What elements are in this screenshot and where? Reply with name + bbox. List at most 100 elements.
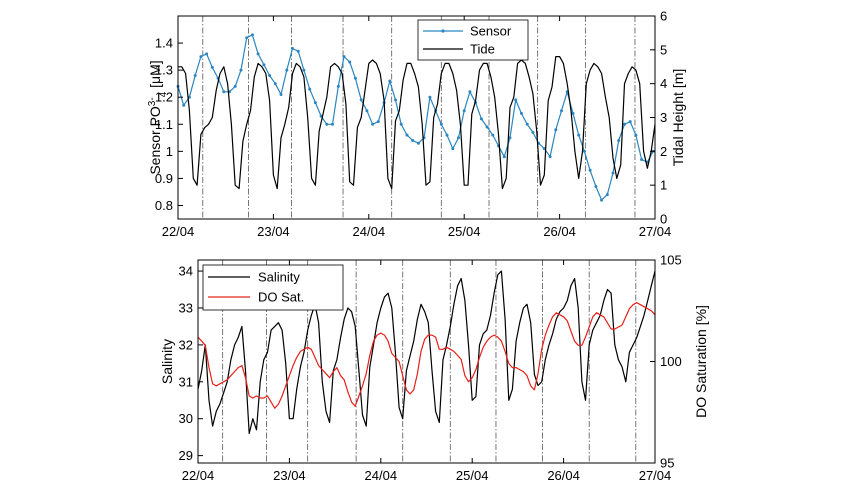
top-series-sensor-point: [291, 47, 294, 50]
bottom-panel: 22/04 23/04 24/04 25/04 26/04 27/04 29 30 31 32 33…: [159, 253, 709, 484]
bottom-left-y-tick-label: 34: [179, 264, 193, 279]
top-panel: 22/04 23/04 24/04 25/04 26/04 27/04 0.8 0.9 1 1.1…: [147, 9, 687, 240]
top-series-sensor-point: [554, 128, 558, 132]
legend-tide-label: Tide: [470, 42, 495, 57]
top-right-axis-label: Tidal Height [m]: [670, 69, 686, 167]
top-series-sensor-point: [365, 109, 369, 113]
top-series-sensor-point: [502, 155, 506, 159]
top-series-sensor-point: [611, 171, 615, 175]
top-series-sensor-point: [308, 87, 312, 91]
bottom-x-tick-label: 24/04: [365, 468, 398, 483]
top-series-sensor-point: [302, 68, 306, 72]
top-series-sensor-point: [182, 103, 186, 107]
top-series-sensor-point: [416, 141, 420, 145]
legend-sensor-label: Sensor: [470, 24, 512, 39]
top-right-y-tick-label: 4: [660, 76, 667, 91]
top-x-tick-label: 23/04: [257, 224, 290, 239]
top-series-sensor-point: [245, 36, 249, 40]
top-series-sensor-point: [514, 98, 518, 102]
top-x-tick-label: 25/04: [448, 224, 481, 239]
top-left-y-tick-label: 0.8: [155, 198, 173, 213]
top-legend-box: [417, 19, 529, 61]
top-x-tick-label: 24/04: [353, 224, 386, 239]
top-series-sensor-point: [325, 122, 329, 126]
top-series-sensor-point: [256, 52, 260, 56]
top-series-sensor-point: [336, 84, 340, 88]
top-series-sensor-point: [239, 68, 243, 72]
top-x-tick-label: 22/04: [162, 224, 195, 239]
bottom-right-y-tick-label: 100: [660, 354, 682, 369]
top-series-sensor-point: [451, 147, 455, 151]
bottom-legend: Salinity DO Sat.: [202, 264, 344, 311]
top-series-sensor-point: [313, 101, 317, 105]
top-series-sensor-point: [479, 117, 483, 121]
top-series-sensor-point: [485, 125, 489, 129]
top-series-sensor-point: [560, 109, 563, 113]
bottom-left-y-tick-label: 31: [179, 374, 193, 389]
bottom-plot-frame: [197, 259, 656, 464]
top-series-sensor-point: [548, 155, 552, 159]
top-left-y-tick-label: 1.3: [155, 63, 173, 78]
top-left-axis-label: Sensor PO3-4 [μM]: [147, 60, 169, 174]
top-series-sensor-point: [394, 98, 397, 102]
top-series-sensor-point: [348, 60, 352, 64]
top-series-sensor-point: [411, 139, 415, 142]
top-series-sensor-point: [600, 198, 604, 202]
top-series-sensor-point: [371, 122, 375, 126]
top-series-sensor-point: [199, 55, 203, 59]
top-left-y-tick-label: 1.2: [155, 90, 173, 105]
top-series-sensor-point: [273, 82, 277, 86]
top-series-sensor-point: [491, 133, 495, 137]
top-series-sensor-point: [623, 122, 626, 126]
top-series-sensor-point: [605, 193, 609, 197]
top-series-sensor-point: [445, 133, 449, 137]
top-series-sensor-point: [262, 63, 266, 67]
top-right-y-tick-label: 6: [660, 9, 667, 24]
top-series-sensor-point: [525, 122, 529, 126]
top-series-sensor-point: [296, 49, 300, 53]
top-series-sensor-point: [617, 139, 621, 142]
top-series-sensor-point: [582, 149, 586, 153]
top-series-sensor-point: [205, 52, 209, 56]
top-series-sensor-point: [250, 33, 254, 37]
top-series-sensor-line: [177, 34, 654, 201]
top-series-sensor-point: [388, 79, 392, 83]
top-legend: Sensor Tide: [417, 19, 529, 61]
top-series-sensor-point: [193, 74, 197, 77]
bottom-series-do-sat-line: [197, 302, 656, 409]
bottom-left-y-tick-label: 30: [179, 411, 193, 426]
top-series-sensor-point: [222, 90, 226, 94]
top-plot-frame: [177, 15, 656, 220]
top-x-tick-label: 26/04: [543, 224, 576, 239]
top-series-sensor-point: [233, 84, 237, 88]
top-series-sensor-point: [353, 76, 357, 80]
top-series-sensor-point: [279, 93, 283, 96]
top-left-y-tick-label: 0.9: [155, 171, 173, 186]
top-series-sensor-point: [588, 168, 592, 172]
bottom-left-y-tick-label: 32: [179, 337, 193, 352]
top-series-sensor-point: [468, 90, 472, 94]
top-right-y-tick-label: 5: [660, 42, 667, 57]
bottom-x-tick-label: 25/04: [456, 468, 489, 483]
legend-salinity-label: Salinity: [258, 270, 300, 285]
bottom-right-y-tick-label: 95: [660, 456, 674, 471]
bottom-x-tick-label: 22/04: [182, 468, 215, 483]
legend-sensor-marker: [441, 29, 445, 33]
top-series-sensor-point: [462, 109, 466, 113]
bottom-left-y-tick-label: 33: [179, 300, 193, 315]
top-series-sensor-point: [285, 68, 289, 72]
bottom-left-y-tick-label: 29: [179, 448, 193, 463]
top-left-y-tick-label: 1: [166, 144, 173, 159]
top-right-y-tick-label: 2: [660, 144, 667, 159]
top-series-sensor-point: [628, 120, 632, 124]
top-series-tide-line: [178, 55, 656, 190]
top-series-sensor-point: [577, 133, 581, 137]
top-series-sensor-point: [268, 74, 272, 77]
top-series-sensor-point: [331, 122, 334, 126]
top-series-sensor-point: [399, 122, 403, 126]
top-series-sensor-point: [342, 55, 346, 59]
bottom-right-axis-label: DO Saturation [%]: [693, 305, 709, 418]
bottom-legend-box: [202, 264, 344, 311]
bottom-x-tick-label: 23/04: [273, 468, 306, 483]
